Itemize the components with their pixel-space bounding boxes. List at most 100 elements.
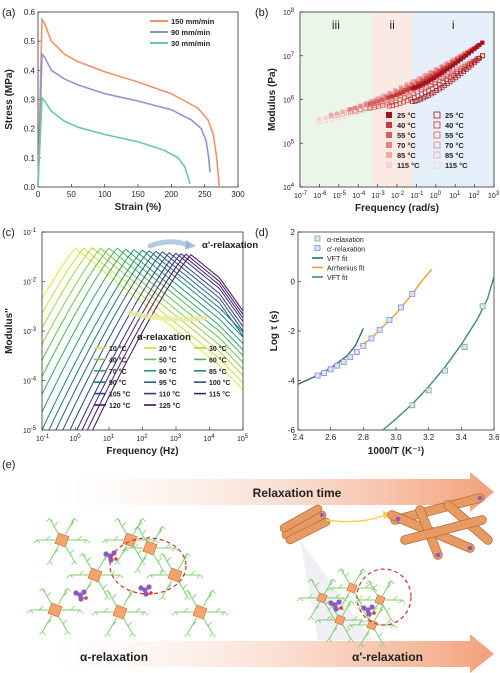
y-tick-label-a: 0.2 <box>24 125 36 134</box>
highlight-circle-right <box>356 568 412 626</box>
cube-node <box>366 619 378 631</box>
polymer-chain <box>209 633 213 637</box>
series-line-c <box>69 252 243 430</box>
polymer-chain <box>141 530 147 535</box>
polymer-chain <box>66 574 71 579</box>
loss-point-b <box>401 99 406 105</box>
loss-point-b <box>431 89 437 95</box>
storage-point-b <box>394 89 399 94</box>
rod <box>401 516 486 544</box>
alpha-point-d <box>461 344 468 350</box>
y-tick-label-c: 10-3 <box>23 327 37 336</box>
x-tick-label-b: 10-2 <box>391 191 405 200</box>
ion-cluster <box>366 611 372 617</box>
legend-swatch-open-b <box>433 131 441 139</box>
x-tick-label-b: 10-4 <box>352 191 366 200</box>
y-tick-label-c: 10-1 <box>23 228 37 237</box>
x-axis-label-a: Strain (%) <box>115 202 162 213</box>
polymer-chain <box>49 518 53 522</box>
polymer-chain <box>308 593 313 599</box>
polymer-chain <box>191 621 197 626</box>
legend-swatch-filled-b <box>386 132 392 138</box>
curves-c <box>42 247 243 430</box>
polymer-chain <box>165 543 171 549</box>
polymer-chain <box>347 600 352 605</box>
polymer-chain <box>53 549 59 554</box>
storage-point-b <box>434 68 439 73</box>
storage-point-b <box>416 76 421 81</box>
series-line-a <box>37 52 211 188</box>
ion-cluster <box>77 592 83 598</box>
y-tick-label-a: 0.0 <box>24 183 36 192</box>
region-label-b: ii <box>389 18 394 32</box>
loss-point-b <box>410 99 415 105</box>
polymer-chain <box>69 574 74 579</box>
storage-point-b <box>397 91 402 96</box>
alpha-point-d <box>479 303 486 310</box>
storage-point-b <box>453 61 458 66</box>
storage-point-b <box>432 76 437 81</box>
legend-label-c: 90 °C <box>109 379 127 387</box>
polymer-chain <box>358 620 363 626</box>
storage-point-b <box>394 93 399 98</box>
rod <box>280 505 322 532</box>
polymer-chain <box>212 633 216 637</box>
ion-cluster <box>73 590 79 596</box>
polymer-chain <box>64 631 68 635</box>
panel-label-e: (e) <box>2 459 15 471</box>
polymer-chain <box>386 584 391 589</box>
legend-label-a: 30 mm/min <box>171 39 211 48</box>
storage-point-b <box>442 69 447 74</box>
alpha-prime-point-d <box>340 359 347 365</box>
region-label-b: iii <box>332 18 340 32</box>
storage-point-b <box>389 91 394 96</box>
polymer-chain <box>162 553 166 557</box>
y-tick-label-c: 10-5 <box>23 426 37 435</box>
panel-label-c: (c) <box>2 227 15 239</box>
rod <box>282 511 326 539</box>
polymer-chain <box>39 588 43 592</box>
legend-swatch-filled-b <box>386 112 392 118</box>
y-tick-label-b: 104 <box>283 183 295 192</box>
polymer-chain <box>366 595 371 601</box>
polymer-chain <box>117 561 121 565</box>
storage-point-b <box>363 102 368 107</box>
polymer-chain <box>207 621 213 626</box>
cube-node <box>54 532 70 548</box>
polymer-chain <box>328 638 333 643</box>
alpha-prime-point-d <box>353 349 360 355</box>
legend-label-filled-b: 40 °C <box>397 121 416 130</box>
alpha-relaxation-label: α-relaxation <box>80 650 148 664</box>
storage-point-b <box>466 51 471 56</box>
storage-point-b <box>429 70 434 75</box>
polymer-chain <box>124 547 129 552</box>
cube-node <box>112 604 128 620</box>
storage-point-b <box>419 76 424 81</box>
panel-d: (d) 2.4 2.6 2.8 3.0 3.2 3.4 3.6 -6 -4 -2 0 2 1000/T (… <box>255 227 500 457</box>
storage-point-b <box>464 53 469 58</box>
x-tick-label-b: 101 <box>449 191 461 200</box>
legend-swatch-open-b <box>433 151 441 159</box>
polymer-chain <box>39 631 43 635</box>
polymer-chain <box>187 633 191 637</box>
polymer-chain <box>119 574 124 579</box>
polymer-chain <box>121 522 127 527</box>
storage-point-b <box>390 94 395 99</box>
legend-label-d: VFT fit <box>327 275 348 282</box>
polymer-chain <box>157 530 163 535</box>
polymer-chain <box>190 570 196 576</box>
storage-point-b <box>458 57 463 62</box>
ion-cluster <box>395 516 401 522</box>
polymer-chain <box>183 607 189 613</box>
polymer-chain <box>129 590 133 594</box>
polymer-chain <box>296 597 301 602</box>
polymer-chain <box>158 570 164 576</box>
x-tick-label-a: 300 <box>231 190 245 199</box>
polymer-chain <box>358 619 363 624</box>
storage-point-b <box>424 73 429 78</box>
legend-label-a: 150 mm/min <box>171 17 215 26</box>
alpha-prime-point-d <box>376 326 383 333</box>
x-tick-label-b: 100 <box>430 191 442 200</box>
polymer-chain <box>77 535 83 541</box>
polymer-chain <box>187 590 191 594</box>
